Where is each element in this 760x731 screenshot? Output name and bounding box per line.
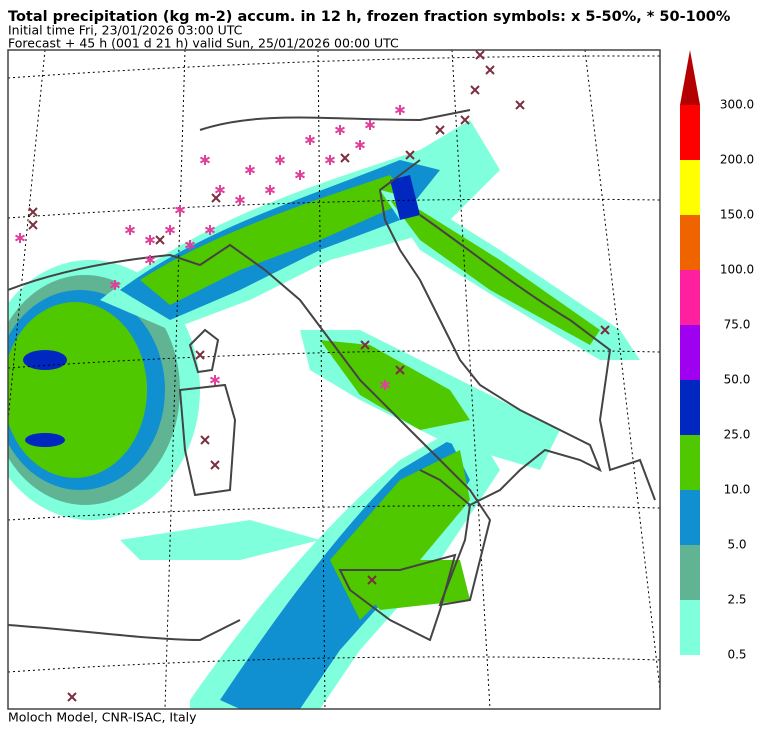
graticule xyxy=(8,50,660,709)
colorbar-segment xyxy=(680,600,700,655)
colorbar-label: 50.0 xyxy=(724,373,751,387)
colorbar-segment xyxy=(680,270,700,325)
colorbar-segment xyxy=(680,490,700,545)
colorbar-label: 150.0 xyxy=(720,208,754,222)
colorbar-arrow xyxy=(680,50,700,105)
colorbar-segment xyxy=(680,160,700,215)
colorbar-segment xyxy=(680,545,700,600)
colorbar-segment xyxy=(680,105,700,160)
colorbar-segment xyxy=(680,325,700,380)
colorbar-segment xyxy=(680,380,700,435)
initial-time: Initial time Fri, 23/01/2026 03:00 UTC xyxy=(8,23,243,38)
colorbar-label: 0.5 xyxy=(727,648,746,662)
footer: Moloch Model, CNR-ISAC, Italy xyxy=(8,710,197,725)
forecast-time: Forecast + 45 h (001 d 21 h) valid Sun, … xyxy=(8,36,399,51)
colorbar-label: 200.0 xyxy=(720,153,754,167)
colorbar-label: 5.0 xyxy=(727,538,746,552)
colorbar-segment xyxy=(680,215,700,270)
precip-field xyxy=(8,120,640,709)
colorbar-label: 75.0 xyxy=(724,318,751,332)
colorbar-label: 10.0 xyxy=(724,483,751,497)
colorbar-segment xyxy=(680,435,700,490)
colorbar-label: 2.5 xyxy=(727,593,746,607)
colorbar-label: 25.0 xyxy=(724,428,751,442)
coastline xyxy=(8,109,656,642)
map-area xyxy=(8,50,660,709)
map-title: Total precipitation (kg m-2) accum. in 1… xyxy=(8,9,731,25)
colorbar: 0.5 2.5 5.0 10.0 25.0 50.0 75.0 100.0 150.0 200.0… xyxy=(680,50,754,662)
colorbar-label: 300.0 xyxy=(720,98,754,112)
map-frame xyxy=(7,49,661,710)
colorbar-label: 100.0 xyxy=(720,263,754,277)
